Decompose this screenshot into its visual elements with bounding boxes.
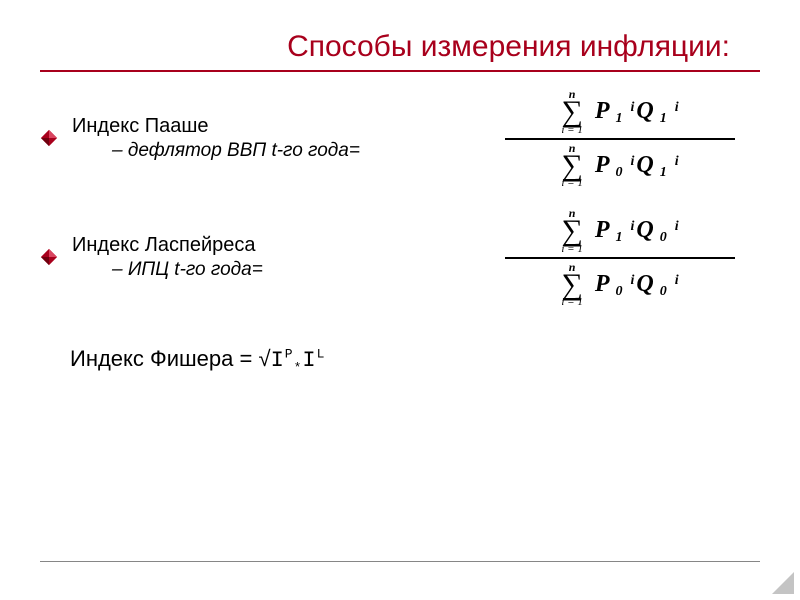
radical-icon: √ bbox=[258, 346, 270, 371]
laspeyres-fraction: n ∑ i = 1 P 1 i Q 0 i bbox=[505, 205, 735, 310]
laspeyres-den-term: P 0 i Q 0 i bbox=[595, 271, 679, 298]
fisher-row: Индекс Фишера = √IP*IL bbox=[40, 346, 760, 375]
laspeyres-formula: n ∑ i = 1 P 1 i Q 0 i bbox=[480, 205, 760, 310]
paasche-num-term: P 1 i Q 1 i bbox=[595, 98, 679, 125]
paasche-text: Индекс Пааше – дефлятор ВВП t-го года= bbox=[72, 113, 480, 164]
paasche-numerator: n ∑ i = 1 P 1 i Q 1 i bbox=[553, 86, 686, 138]
laspeyres-text: Индекс Ласпейреса – ИПЦ t-го года= bbox=[72, 232, 480, 283]
page-corner-icon bbox=[770, 570, 794, 594]
diamond-icon bbox=[40, 248, 60, 268]
sigma-icon: n ∑ i = 1 bbox=[561, 207, 582, 255]
title-underline bbox=[40, 70, 760, 72]
fisher-label: Индекс Фишера = bbox=[70, 346, 252, 371]
paasche-denominator: n ∑ i = 1 P 0 i Q 1 i bbox=[553, 140, 686, 192]
paasche-row: Индекс Пааше – дефлятор ВВП t-го года= n… bbox=[40, 86, 760, 191]
diamond-icon bbox=[40, 129, 60, 149]
sigma-icon: n ∑ i = 1 bbox=[561, 261, 582, 309]
paasche-den-term: P 0 i Q 1 i bbox=[595, 152, 679, 179]
slide-title: Способы измерения инфляции: bbox=[40, 30, 760, 64]
paasche-desc: – дефлятор ВВП t-го года= bbox=[72, 139, 480, 164]
laspeyres-num-term: P 1 i Q 0 i bbox=[595, 217, 679, 244]
laspeyres-denominator: n ∑ i = 1 P 0 i Q 0 i bbox=[553, 259, 686, 311]
laspeyres-row: Индекс Ласпейреса – ИПЦ t-го года= n ∑ i… bbox=[40, 205, 760, 310]
paasche-name: Индекс Пааше bbox=[72, 113, 480, 139]
sigma-icon: n ∑ i = 1 bbox=[561, 88, 582, 136]
paasche-fraction: n ∑ i = 1 P 1 i Q 1 i bbox=[505, 86, 735, 191]
sigma-icon: n ∑ i = 1 bbox=[561, 142, 582, 190]
footer-divider bbox=[40, 561, 760, 562]
laspeyres-name: Индекс Ласпейреса bbox=[72, 232, 480, 258]
slide: Способы измерения инфляции: Индекс Пааше… bbox=[0, 0, 800, 600]
laspeyres-numerator: n ∑ i = 1 P 1 i Q 0 i bbox=[553, 205, 686, 257]
laspeyres-desc: – ИПЦ t-го года= bbox=[72, 258, 480, 283]
fisher-expr: IP*IL bbox=[271, 348, 326, 373]
paasche-formula: n ∑ i = 1 P 1 i Q 1 i bbox=[480, 86, 760, 191]
